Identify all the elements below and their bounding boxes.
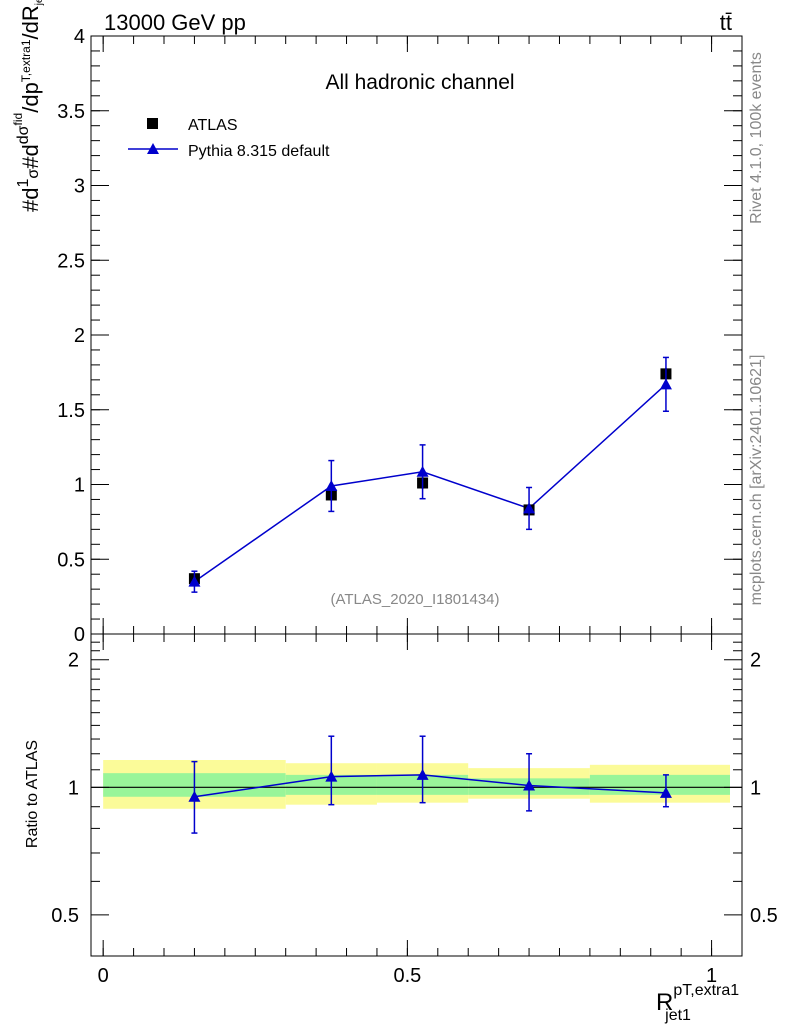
pythia-point (188, 575, 201, 587)
x-tick-label: 1 (706, 965, 717, 987)
y-tick-label: 2 (74, 325, 85, 347)
ratio-point (325, 770, 338, 782)
y-tick-label: 0.5 (57, 549, 85, 571)
ratio-series (188, 735, 672, 834)
ratio-y-tick-label: 2 (68, 650, 79, 672)
y-tick-label: 0 (74, 624, 85, 646)
x-tick-label: 0 (98, 965, 109, 987)
ratio-y-tick-label: 1 (68, 777, 79, 799)
process-label: tt̄ (720, 10, 732, 35)
main-series (188, 356, 672, 593)
legend-pythia-marker (147, 143, 159, 154)
analysis-watermark: (ATLAS_2020_I1801434) (330, 591, 499, 608)
rivet-version-label: Rivet 4.1.0, 100k events (748, 52, 765, 224)
svg-text:#d1σ#ddσfid/dpT,extra1/dRjet1: #d1σ#ddσfid/dpT,extra1/dRjet1 (11, 0, 45, 212)
main-panel: 00.511.522.533.54 (ATLAS_2020_I1801434) … (11, 0, 743, 646)
y-tick-label: 3.5 (57, 101, 85, 123)
ratio-point (188, 790, 201, 802)
y-tick-label: 1 (74, 475, 85, 497)
y-tick-label: 2.5 (57, 250, 85, 272)
ratio-panel: 0.5 0.5 1 1 2 2 0 0.5 1 Ratio to ATLAS (24, 633, 778, 987)
ratio-point (523, 779, 536, 791)
chart-title: All hadronic channel (325, 71, 514, 94)
pythia-point (325, 479, 338, 491)
pythia-line (194, 383, 667, 583)
mcplots-label: mcplots.cern.ch [arXiv:2401.10621] (748, 355, 765, 606)
legend-atlas-label: ATLAS (188, 117, 238, 134)
pythia-point (659, 378, 672, 390)
x-tick-label: 0.5 (393, 965, 421, 987)
legend: ATLAS Pythia 8.315 default (128, 117, 330, 160)
main-y-ticks: 0 0.5 1 1.5 2 2.5 3 3.5 4 (57, 26, 743, 646)
y-tick-label: 3 (74, 176, 85, 198)
ratio-y-tick-label: 0.5 (51, 905, 79, 927)
y-tick-label: 1.5 (57, 400, 85, 422)
ratio-ticks: 0.5 0.5 1 1 2 2 0 0.5 1 (51, 634, 778, 987)
main-y-axis-label: #d1σ#ddσfid/dpT,extra1/dRjet1 (11, 0, 45, 212)
y-label-text: #d (18, 188, 43, 212)
ratio-y-tick-label-right: 2 (750, 650, 761, 672)
pythia-point (523, 502, 536, 514)
ratio-y-tick-label-right: 0.5 (750, 905, 778, 927)
inner-uncertainty-band (589, 774, 730, 795)
x-axis-label: RpT,extra1 jet1 (656, 982, 739, 1024)
ratio-y-tick-label-right: 1 (750, 777, 761, 799)
ratio-point (416, 768, 429, 780)
ratio-panel-frame (90, 633, 743, 957)
ratio-y-axis-label: Ratio to ATLAS (24, 740, 41, 848)
ratio-point (659, 786, 672, 798)
y-tick-label: 4 (74, 26, 85, 48)
ratio-uncertainty-bands (91, 760, 742, 809)
legend-pythia-label: Pythia 8.315 default (188, 143, 330, 160)
pythia-point (416, 465, 429, 477)
energy-label: 13000 GeV pp (104, 10, 246, 35)
legend-atlas-marker (147, 118, 158, 129)
